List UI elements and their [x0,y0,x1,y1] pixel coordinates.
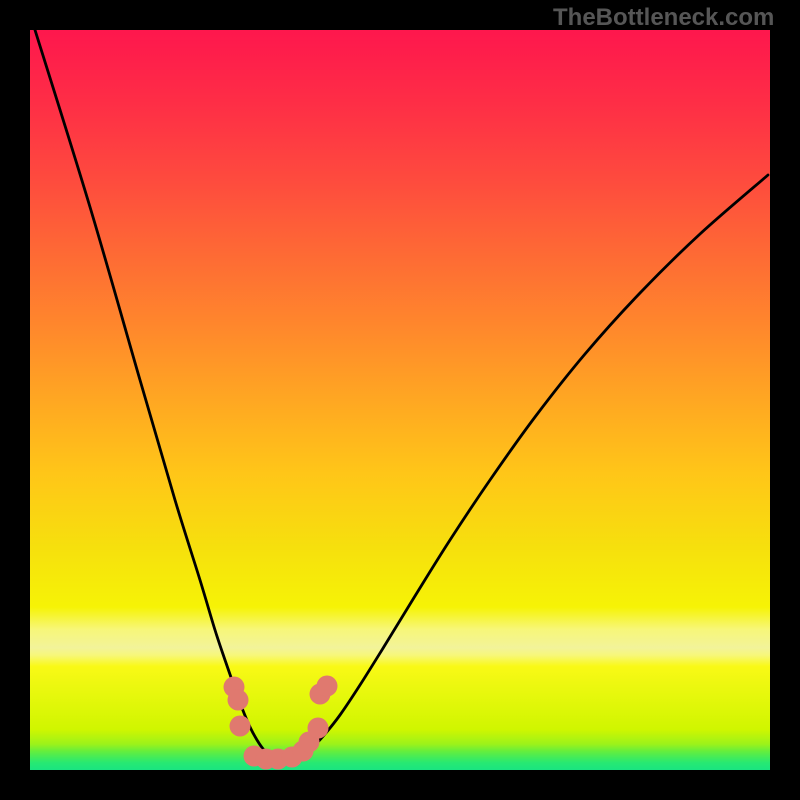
data-marker [308,718,329,739]
heat-gradient-background [30,30,770,770]
bottleneck-chart [0,0,800,800]
watermark-text: TheBottleneck.com [553,4,774,32]
data-marker [317,676,338,697]
data-marker [230,716,251,737]
data-marker [228,690,249,711]
